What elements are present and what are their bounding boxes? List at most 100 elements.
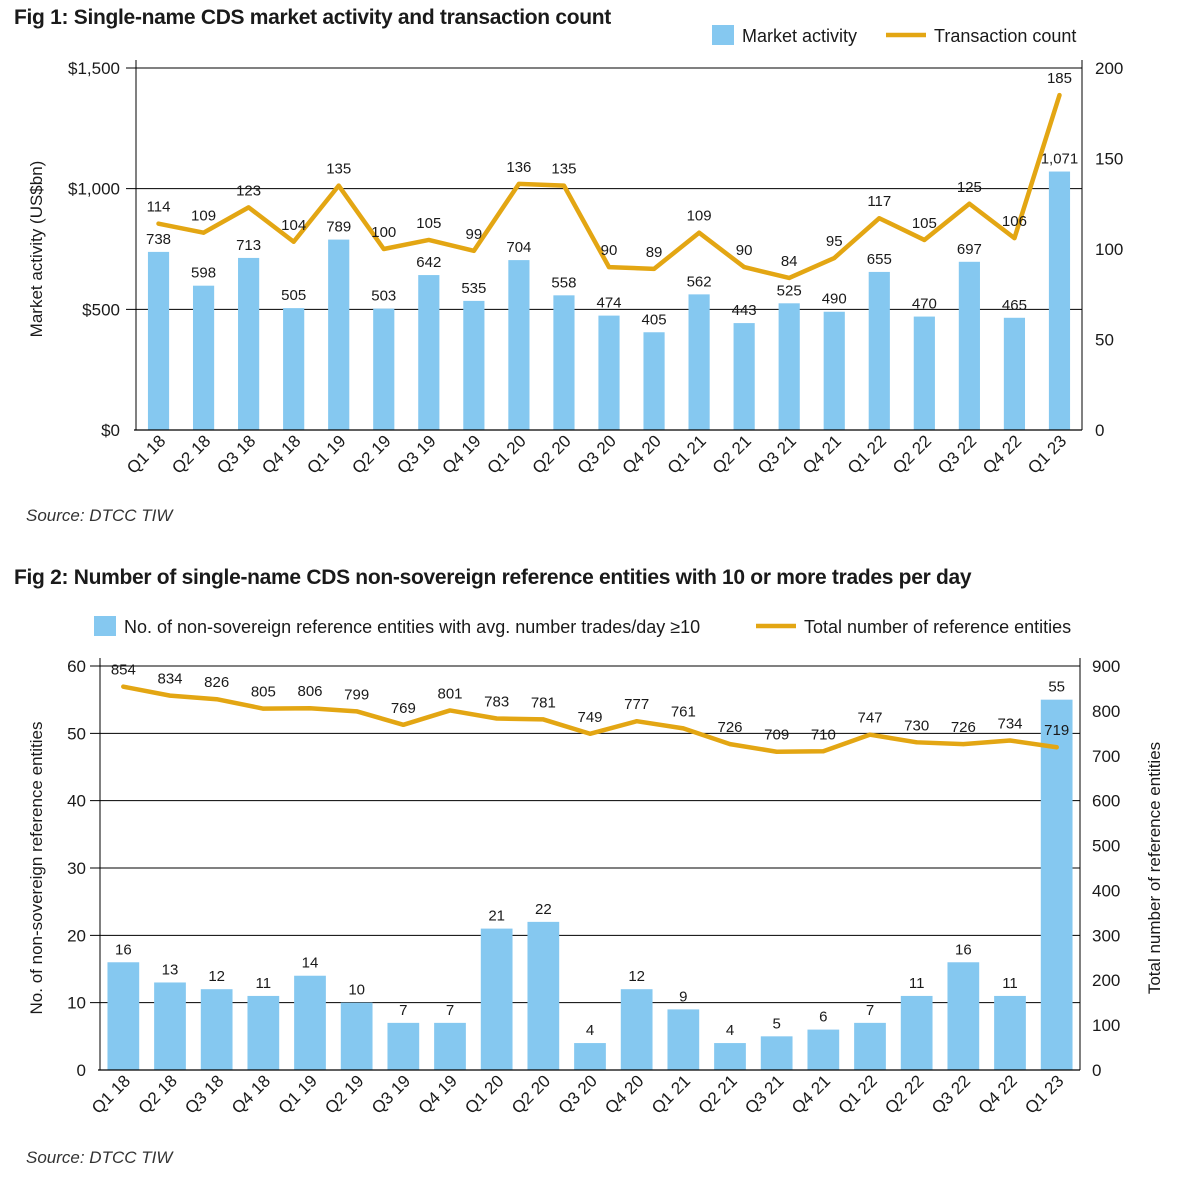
line-data-label: 734 <box>997 716 1022 733</box>
bar <box>247 995 280 1070</box>
y-axis-title: Market activity (US$bn) <box>27 161 46 338</box>
x-tick-label: Q4 19 <box>439 431 485 477</box>
figure-1-title: Fig 1: Single-name CDS market activity a… <box>14 6 611 29</box>
line-data-label: 105 <box>416 215 441 232</box>
y2-tick-label: 50 <box>1095 331 1114 350</box>
x-tick-label: Q4 21 <box>788 1071 834 1117</box>
line-data-label: 826 <box>204 674 229 691</box>
bar-data-label: 13 <box>162 961 179 978</box>
bar-data-label: 11 <box>909 975 925 992</box>
y-tick-label: 40 <box>67 792 86 811</box>
bar-data-label: 12 <box>628 968 645 985</box>
line-point <box>261 706 266 711</box>
line-data-label: 783 <box>484 694 509 711</box>
line-point <box>336 183 341 188</box>
line-data-label: 781 <box>531 694 556 711</box>
bar-data-label: 490 <box>822 291 847 308</box>
line-data-label: 749 <box>577 709 602 726</box>
line-point <box>607 265 611 270</box>
bar <box>598 315 620 430</box>
bar <box>958 261 980 430</box>
x-tick-label: Q2 21 <box>695 1071 741 1117</box>
y-tick-label: 0 <box>77 1061 86 1080</box>
bar <box>714 1043 746 1070</box>
figure-1: Fig 1: Single-name CDS market activity a… <box>0 0 1200 540</box>
line-point <box>652 266 657 271</box>
bar <box>418 275 440 430</box>
line-data-label: 105 <box>912 215 937 232</box>
bar <box>434 1022 466 1070</box>
y2-axis-title: Total number of reference entities <box>1145 742 1164 994</box>
bar <box>107 962 140 1070</box>
line-point <box>787 275 792 280</box>
line-data-label: 834 <box>157 671 182 688</box>
line-point <box>168 693 172 698</box>
line-data-label: 710 <box>811 726 836 743</box>
line-point <box>588 731 592 736</box>
x-tick-label: Q4 20 <box>601 1071 647 1117</box>
y2-tick-label: 400 <box>1092 881 1120 900</box>
y2-tick-label: 200 <box>1095 59 1123 78</box>
line-data-label: 805 <box>251 684 276 701</box>
y2-tick-label: 500 <box>1092 837 1120 856</box>
line-data-label: 125 <box>957 179 982 196</box>
line-data-label: 104 <box>281 217 306 234</box>
line-point <box>201 230 206 235</box>
y2-tick-label: 100 <box>1092 1016 1120 1035</box>
line-data-label: 117 <box>867 193 891 210</box>
bar-data-label: 505 <box>281 287 306 304</box>
bar-data-label: 12 <box>208 968 225 985</box>
y-tick-label: $0 <box>101 421 120 440</box>
bar-data-label: 16 <box>115 941 132 958</box>
bar-data-label: 789 <box>326 219 351 236</box>
line-point <box>914 740 919 745</box>
bar <box>283 308 305 430</box>
y-tick-label: $1,000 <box>68 180 120 199</box>
bar <box>200 989 233 1070</box>
x-tick-label: Q1 21 <box>648 1071 694 1117</box>
line-point <box>291 239 296 244</box>
bar-data-label: 55 <box>1048 679 1065 696</box>
line-point <box>1012 236 1017 241</box>
line-point <box>1057 93 1062 98</box>
bar <box>760 1036 793 1070</box>
line-point <box>681 726 686 731</box>
bar-data-label: 598 <box>191 265 216 282</box>
line-data-label: 747 <box>857 710 882 727</box>
y-tick-label: 50 <box>67 724 86 743</box>
line-data-label: 100 <box>371 224 396 241</box>
bar <box>667 1009 700 1070</box>
line-point <box>541 717 546 722</box>
bar <box>387 1022 420 1070</box>
bar-data-label: 16 <box>955 941 972 958</box>
x-tick-label: Q3 22 <box>934 431 980 477</box>
x-tick-label: Q1 20 <box>484 431 530 477</box>
x-tick-label: Q2 22 <box>889 431 935 477</box>
line-data-label: 801 <box>437 685 462 702</box>
bar <box>373 308 395 430</box>
legend-bar-swatch <box>94 616 116 636</box>
x-tick-label: Q3 21 <box>741 1071 787 1117</box>
legend-line-label: Total number of reference entities <box>804 617 1071 637</box>
x-tick-label: Q3 18 <box>213 431 259 477</box>
y-tick-label: 10 <box>67 994 86 1013</box>
y2-tick-label: 800 <box>1092 702 1120 721</box>
bar-data-label: 558 <box>551 274 576 291</box>
bar <box>807 1029 840 1070</box>
line-point <box>448 708 452 713</box>
line-data-label: 84 <box>781 253 798 270</box>
line-data-label: 123 <box>236 182 261 199</box>
bar <box>778 303 800 430</box>
x-tick-label: Q3 20 <box>574 431 620 477</box>
bar <box>994 995 1026 1070</box>
x-tick-label: Q2 18 <box>135 1071 181 1117</box>
line-point <box>821 749 826 754</box>
y-tick-label: $1,500 <box>68 59 120 78</box>
bar <box>1003 317 1026 430</box>
bar <box>868 271 890 430</box>
y2-tick-label: 0 <box>1095 421 1104 440</box>
y-axis-title: No. of non-sovereign reference entities <box>27 722 46 1015</box>
x-tick-label: Q1 23 <box>1024 431 1070 477</box>
bar <box>620 989 653 1070</box>
line-data-label: 726 <box>951 719 976 736</box>
